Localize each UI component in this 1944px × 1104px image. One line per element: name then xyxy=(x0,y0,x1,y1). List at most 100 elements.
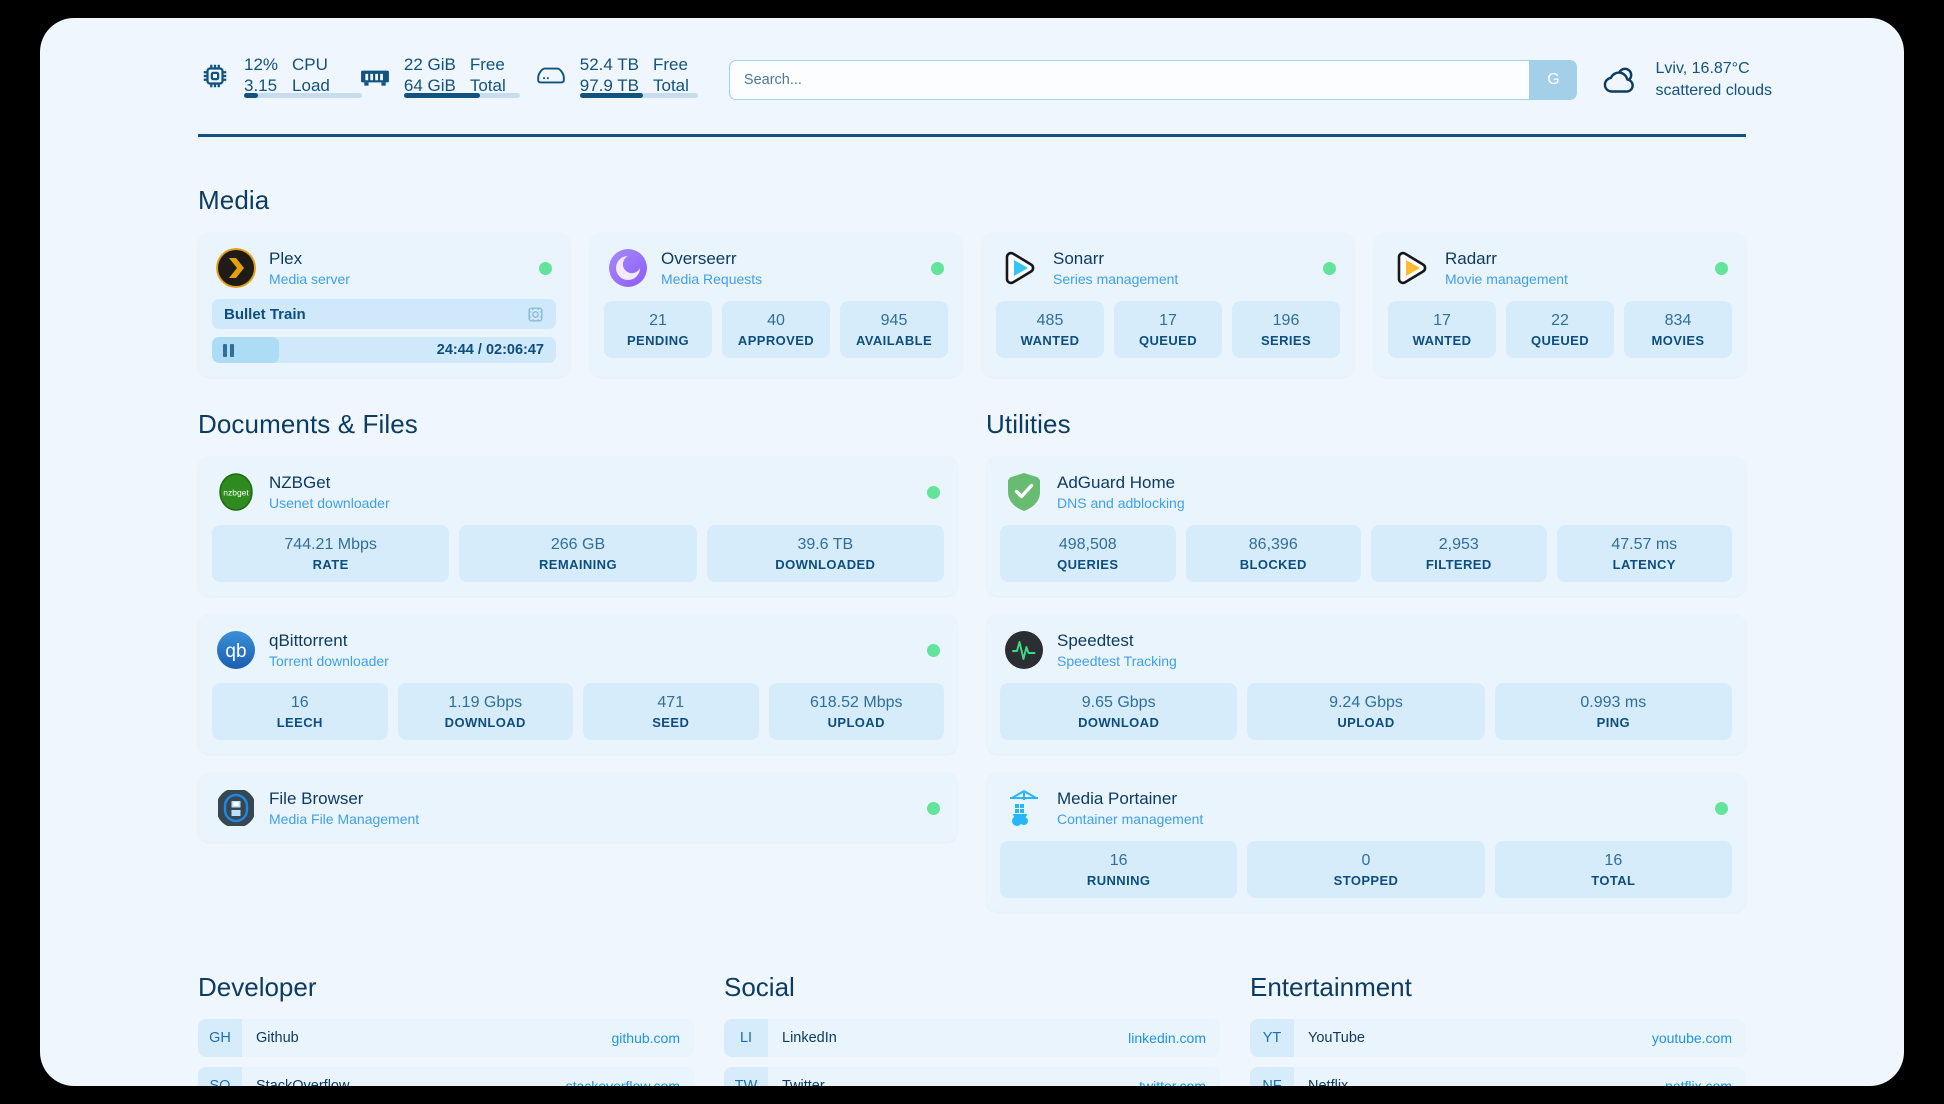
bookmark-name: Twitter xyxy=(782,1078,825,1086)
overseerr-logo-icon xyxy=(608,248,648,288)
status-indicator xyxy=(1715,801,1728,815)
bookmark-item[interactable]: GH Github github.com xyxy=(198,1019,694,1057)
bookmark-url: linkedin.com xyxy=(1128,1030,1206,1046)
stat-label: DOWNLOADED xyxy=(775,557,876,572)
service-name: Plex xyxy=(269,249,303,268)
stat-tile: 9.65 Gbps DOWNLOAD xyxy=(1000,683,1238,740)
stat-label: QUEUED xyxy=(1530,333,1590,348)
stat-label: RATE xyxy=(312,557,349,572)
stat-value: 16 xyxy=(290,694,309,711)
service-subtitle: Media File Management xyxy=(269,811,420,827)
header-divider xyxy=(198,134,1746,137)
weather-description: scattered clouds xyxy=(1655,82,1772,99)
stat-label: QUERIES xyxy=(1057,557,1119,572)
status-indicator xyxy=(927,801,940,815)
section-documents-and-files: Documents & Files nzbget xyxy=(198,409,958,912)
stats-row: 16 RUNNING 0 STOPPED 16 TOTAL xyxy=(1000,841,1732,898)
stats-row: 9.65 Gbps DOWNLOAD 9.24 Gbps UPLOAD 0.99… xyxy=(1000,683,1732,740)
search-input[interactable]: Search... xyxy=(728,60,1530,100)
pause-icon[interactable] xyxy=(223,343,234,357)
stat-tile: 266 GB REMAINING xyxy=(459,525,697,582)
status-indicator xyxy=(927,485,940,499)
section-utilities: Utilities AdGuard Home xyxy=(986,409,1746,912)
bookmark-group-title: Entertainment xyxy=(1250,972,1412,1002)
stat-value: 196 xyxy=(1272,312,1300,329)
service-card-plex[interactable]: Plex Media server Bullet Train xyxy=(198,232,570,377)
bookmark-url: stackoverflow.com xyxy=(565,1078,680,1086)
stat-value: 498,508 xyxy=(1058,536,1117,553)
stat-tile: 16 TOTAL xyxy=(1494,841,1732,898)
bookmark-abbr: SO xyxy=(198,1067,242,1086)
stat-tile: 744.21 Mbps RATE xyxy=(212,525,450,582)
cpu-usage-value: 12% xyxy=(244,54,279,74)
bookmark-group-social: Social LI LinkedIn linkedin.com TW Twitt… xyxy=(724,972,1220,1086)
bookmark-item[interactable]: LI LinkedIn linkedin.com xyxy=(724,1019,1220,1057)
stat-label: WANTED xyxy=(1020,333,1080,348)
stat-label: SERIES xyxy=(1260,333,1312,348)
stats-row: 485 WANTED 17 QUEUED 196 SERIES xyxy=(996,301,1340,358)
bookmark-item[interactable]: YT YouTube youtube.com xyxy=(1250,1019,1746,1057)
qbittorrent-logo-icon: qb xyxy=(216,630,256,670)
service-card-speedtest[interactable]: Speedtest Speedtest Tracking 9.65 Gbps D… xyxy=(986,614,1746,754)
stats-row: 17 WANTED 22 QUEUED 834 MOVIES xyxy=(1388,301,1732,358)
stats-row: 16 LEECH 1.19 Gbps DOWNLOAD 471 SEED xyxy=(212,683,944,740)
stat-value: 17 xyxy=(1433,312,1451,329)
stat-value: 266 GB xyxy=(550,536,606,553)
memory-total-label: Total xyxy=(469,75,506,95)
bookmark-group-title: Developer xyxy=(198,972,317,1002)
cpu-label: CPU xyxy=(292,54,328,74)
radarr-logo-icon xyxy=(1392,248,1432,288)
stat-tile: 17 QUEUED xyxy=(1114,301,1222,358)
now-playing-title: Bullet Train xyxy=(224,305,306,323)
stat-tile: 945 AVAILABLE xyxy=(840,301,948,358)
cast-icon[interactable] xyxy=(527,306,544,323)
service-card-qbittorrent[interactable]: qb qBittorrent Torrent downloader xyxy=(198,614,958,754)
service-card-nzbget[interactable]: nzbget NZBGet Usenet downloader 74 xyxy=(198,456,958,596)
stat-label: DOWNLOAD xyxy=(1078,715,1160,730)
stat-value: 0 xyxy=(1361,852,1371,869)
cpu-load-value: 3.15 xyxy=(244,75,278,95)
stat-label: WANTED xyxy=(1412,333,1472,348)
bookmark-item[interactable]: TW Twitter twitter.com xyxy=(724,1067,1220,1086)
stat-tile: 2,953 FILTERED xyxy=(1371,525,1547,582)
service-card-overseerr[interactable]: Overseerr Media Requests 21 PENDING 40 A… xyxy=(590,232,962,377)
resource-widget-cpu: 12% 3.15 CPU Load xyxy=(198,54,362,106)
bookmark-name: Netflix xyxy=(1308,1078,1349,1086)
service-card-sonarr[interactable]: Sonarr Series management 485 WANTED 17 Q… xyxy=(982,232,1354,377)
service-subtitle: Usenet downloader xyxy=(269,495,390,511)
stat-label: STOPPED xyxy=(1333,873,1399,888)
cpu-chip-icon xyxy=(198,59,232,93)
service-card-file-browser[interactable]: File Browser Media File Management xyxy=(198,772,958,842)
dashboard-page: 12% 3.15 CPU Load xyxy=(40,18,1904,1086)
stat-tile: 47.57 ms LATENCY xyxy=(1556,525,1732,582)
stat-value: 471 xyxy=(657,694,685,711)
bookmark-item[interactable]: SO StackOverflow stackoverflow.com xyxy=(198,1067,694,1086)
stat-value: 834 xyxy=(1664,312,1692,329)
stat-label: REMAINING xyxy=(538,557,617,572)
top-bar: 12% 3.15 CPU Load xyxy=(168,48,1776,112)
now-playing-progress-bar[interactable]: 24:44 / 02:06:47 xyxy=(212,337,556,363)
bookmark-item[interactable]: NF Netflix netflix.com xyxy=(1250,1067,1746,1086)
status-indicator xyxy=(1715,261,1728,275)
stat-label: UPLOAD xyxy=(827,715,885,730)
search-submit-button[interactable]: G xyxy=(1529,60,1578,100)
bookmark-name: LinkedIn xyxy=(782,1030,837,1046)
service-subtitle: Speedtest Tracking xyxy=(1057,653,1177,669)
stat-value: 744.21 Mbps xyxy=(284,536,377,553)
cpu-usage-bar xyxy=(244,92,362,98)
resource-widget-storage: 52.4 TB 97.9 TB Free Total xyxy=(534,55,698,106)
stats-row: 498,508 QUERIES 86,396 BLOCKED 2,953 FIL… xyxy=(1000,525,1732,582)
service-name: qBittorrent xyxy=(269,631,348,650)
now-playing-time: 24:44 / 02:06:47 xyxy=(436,342,544,358)
stat-value: 22 xyxy=(1551,312,1569,329)
storage-total-label: Total xyxy=(653,75,689,95)
svg-text:nzbget: nzbget xyxy=(223,488,249,498)
stat-tile: 471 SEED xyxy=(583,683,759,740)
stat-label: PING xyxy=(1596,715,1631,730)
status-indicator xyxy=(927,643,940,657)
service-card-radarr[interactable]: Radarr Movie management 17 WANTED 22 QUE… xyxy=(1374,232,1746,377)
bookmark-url: twitter.com xyxy=(1139,1078,1206,1086)
service-card-media-portainer[interactable]: Media Portainer Container management 16 … xyxy=(986,772,1746,912)
service-card-adguard-home[interactable]: AdGuard Home DNS and adblocking 498,508 … xyxy=(986,456,1746,596)
stat-value: 47.57 ms xyxy=(1611,536,1678,553)
